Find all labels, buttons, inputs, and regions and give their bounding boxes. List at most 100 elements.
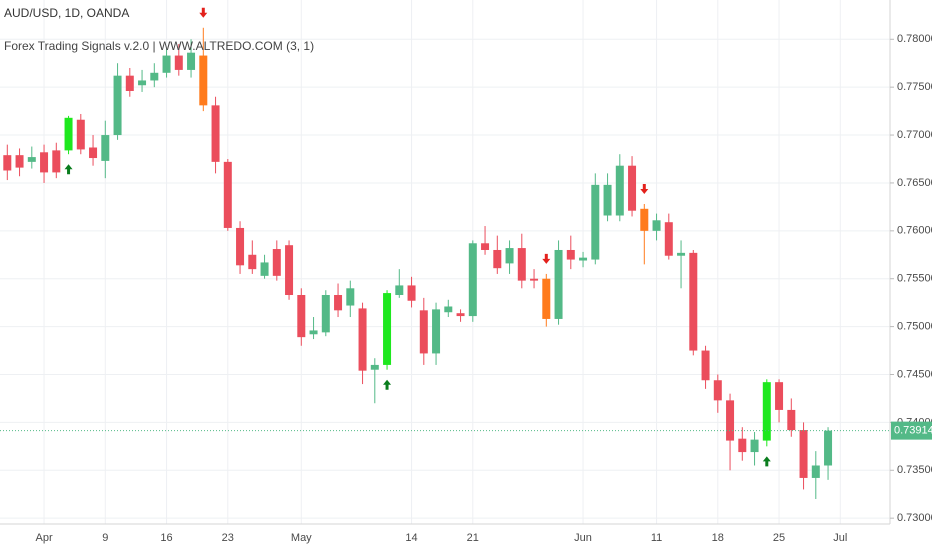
candle-body: [64, 117, 73, 151]
candle-body: [113, 75, 122, 136]
candle-body: [432, 309, 441, 354]
candle-body: [199, 55, 208, 106]
candle-body: [775, 382, 784, 410]
candle-body: [652, 220, 661, 231]
candle-body: [309, 330, 318, 335]
candle-body: [125, 75, 134, 91]
x-tick-label: 25: [773, 532, 785, 544]
candle-body: [89, 147, 98, 159]
x-tick-label: 18: [712, 532, 724, 544]
axes: 0.730000.735000.740000.745000.750000.755…: [35, 33, 932, 544]
signal-arrow-down: [199, 7, 208, 18]
x-tick-label: 11: [651, 532, 662, 544]
candle-body: [370, 364, 379, 370]
candle-body: [701, 350, 710, 381]
candle-body: [603, 184, 612, 216]
y-tick-label: 0.78000: [897, 33, 932, 45]
candle-body: [174, 55, 183, 70]
x-tick-label: May: [291, 532, 312, 544]
candle-body: [162, 55, 171, 73]
candle-body: [542, 278, 551, 319]
candle-body: [689, 252, 698, 351]
candle-body: [468, 243, 477, 317]
candle-body: [799, 430, 808, 478]
candle-body: [187, 52, 196, 70]
candle-body: [713, 380, 722, 401]
candle-body: [358, 308, 367, 371]
candle-body: [52, 150, 61, 173]
candle-body: [738, 438, 747, 453]
x-tick-label: 14: [405, 532, 417, 544]
x-tick-label: Apr: [35, 532, 52, 544]
candle-body: [211, 105, 220, 162]
candle-body: [272, 249, 281, 276]
candle-body: [248, 254, 257, 270]
candle-body: [101, 135, 110, 161]
x-tick-label: Jun: [574, 532, 592, 544]
candle-body: [787, 409, 796, 431]
candle-body: [579, 257, 588, 261]
candle-body: [444, 306, 453, 313]
candle-body: [223, 161, 232, 228]
signal-arrow-down: [640, 184, 649, 195]
candle-body: [407, 285, 416, 301]
candle-body: [76, 119, 85, 150]
candle-body: [15, 155, 24, 168]
x-tick-label: 23: [222, 532, 234, 544]
candle-body: [346, 288, 355, 306]
candle-body: [321, 295, 330, 333]
grid: [0, 0, 890, 524]
indicator-label: Forex Trading Signals v.2.0 | WWW.ALTRED…: [4, 39, 314, 53]
candle-body: [456, 313, 465, 317]
candle-body: [811, 465, 820, 478]
candle-body: [517, 248, 526, 281]
candle-body: [554, 249, 563, 319]
chart-title: AUD/USD, 1D, OANDA: [4, 6, 129, 20]
candle-body: [260, 262, 269, 276]
x-tick-label: 21: [467, 532, 479, 544]
candle-body: [505, 248, 514, 264]
candle-body: [628, 165, 637, 211]
candle-body: [824, 430, 833, 466]
candle-body: [677, 252, 686, 256]
candle-body: [40, 152, 49, 173]
candle-body: [640, 208, 649, 231]
last-price-badge: [891, 421, 932, 440]
candle-body: [138, 80, 147, 86]
last-price-label: 0.73914: [894, 425, 932, 437]
candle-body: [762, 382, 771, 441]
candle-body: [530, 278, 539, 281]
candle-body: [591, 184, 600, 260]
plot-area: [0, 7, 890, 500]
candle-body: [726, 400, 735, 441]
candle-body: [750, 439, 759, 453]
candle-body: [395, 285, 404, 296]
candle-body: [285, 245, 294, 296]
x-tick-label: 9: [102, 532, 108, 544]
x-tick-label: Jul: [833, 532, 847, 544]
candle-body: [493, 249, 502, 269]
candle-body: [664, 222, 673, 256]
candle-body: [297, 295, 306, 338]
candle-body: [334, 295, 343, 311]
candle-body: [419, 310, 428, 354]
candle-body: [3, 155, 12, 171]
signal-arrow-up: [64, 164, 73, 175]
candle-body: [150, 72, 159, 81]
signal-arrow-down: [542, 253, 551, 264]
signal-arrow-up: [383, 379, 392, 390]
signal-arrow-up: [762, 456, 771, 467]
candle-body: [27, 157, 36, 162]
candle-body: [615, 165, 624, 216]
candle-body: [236, 227, 245, 266]
candle-body: [566, 249, 575, 260]
